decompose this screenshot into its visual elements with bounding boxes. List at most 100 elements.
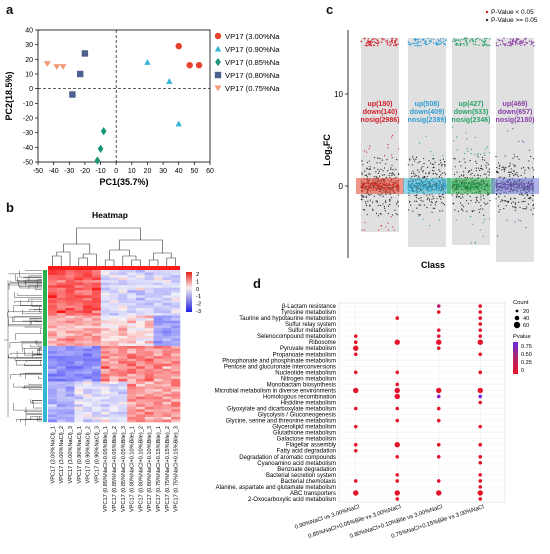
dendrogram-branch: [40, 360, 42, 366]
heatmap-cell: [92, 305, 102, 309]
heatmap-cell: [92, 277, 102, 281]
heatmap-cell: [100, 419, 110, 423]
heatmap-cell: [171, 320, 181, 324]
legend-dot: [485, 10, 489, 14]
sig-point: [499, 39, 501, 42]
heatmap-cell: [136, 272, 146, 276]
heatmap-cell: [56, 384, 66, 387]
data-point: [378, 193, 380, 196]
heatmap-cell: [92, 333, 102, 337]
heatmap-cell: [127, 366, 137, 370]
data-point: [495, 198, 497, 200]
heatmap-cell: [83, 287, 93, 291]
data-point: [527, 166, 529, 169]
data-point: [487, 202, 489, 204]
sig-point: [466, 37, 468, 39]
heatmap-cell: [100, 399, 110, 403]
data-point: [513, 197, 515, 199]
sig-point: [438, 43, 441, 45]
heatmap-cell: [109, 318, 119, 321]
heatmap-cell: [153, 295, 163, 299]
heatmap-cell: [74, 394, 84, 397]
data-point: [478, 208, 480, 211]
heatmap-cell: [153, 366, 163, 370]
data-point: [361, 173, 363, 176]
heatmap-cell: [48, 368, 58, 372]
nosig-count: nosig(2346): [452, 117, 491, 124]
heatmap-cell: [83, 381, 93, 385]
heatmap-cell: [144, 290, 154, 294]
heatmap-cell: [136, 300, 146, 304]
heatmap-cell: [144, 335, 154, 339]
data-point: [418, 142, 421, 144]
bubble-point: [353, 479, 358, 483]
heatmap-cell: [144, 318, 154, 321]
sig-point: [481, 39, 483, 42]
bubble-point: [436, 387, 442, 394]
dendrogram-branch: [37, 348, 42, 351]
data-point: [420, 169, 422, 171]
sig-point: [466, 44, 468, 47]
heatmap-cell: [153, 338, 163, 342]
data-point: [369, 166, 371, 168]
bubble-point: [353, 424, 358, 429]
heatmap-cell: [65, 399, 75, 403]
heatmap-cell: [100, 323, 110, 327]
sig-point: [512, 40, 515, 42]
heatmap-cell: [48, 285, 58, 289]
data-point: [426, 175, 428, 178]
data-point: [385, 163, 387, 165]
data-point: [377, 172, 380, 174]
data-point: [365, 196, 367, 199]
data-point: [466, 210, 468, 212]
heatmap-cell: [109, 323, 119, 327]
heatmap-cell: [153, 277, 163, 281]
data-point: [423, 157, 425, 160]
heatmap-cell: [109, 346, 119, 349]
data-point: [389, 198, 391, 200]
data-point: [443, 204, 446, 206]
data-point: [510, 168, 512, 170]
dendrogram-branch: [15, 333, 42, 341]
data-point: [514, 197, 516, 200]
heatmap-cell: [83, 292, 93, 296]
data-point: [166, 78, 173, 84]
data-point: [512, 201, 514, 203]
heatmap-cell: [65, 401, 75, 405]
heatmap-cell: [171, 282, 181, 286]
size-legend-label: 40: [523, 316, 529, 322]
data-point: [514, 206, 516, 208]
heatmap-cell: [92, 295, 102, 299]
data-point: [387, 144, 389, 146]
heatmap-cell: [136, 358, 146, 362]
heatmap-cell: [171, 343, 181, 347]
heatmap-cell: [162, 295, 172, 299]
data-point: [363, 170, 366, 172]
data-point: [509, 164, 511, 166]
dendrogram-branch: [31, 400, 42, 404]
heatmap-cell: [48, 401, 58, 405]
heatmap-cell: [118, 368, 128, 372]
data-point: [455, 219, 457, 221]
data-point: [175, 42, 182, 50]
x-tick-label: 10: [128, 168, 136, 175]
heatmap-cell: [83, 282, 93, 286]
heatmap-cell: [74, 378, 84, 382]
column-label: VPC17 (0.75%NaCl+0.15%Bile)_1: [156, 426, 162, 512]
dendrogram-branch: [32, 354, 42, 358]
color-scale-tick: 1: [196, 279, 199, 285]
heatmap-cell: [153, 353, 163, 357]
heatmap-cell: [136, 414, 146, 418]
heatmap-cell: [162, 333, 172, 337]
heatmap-cell: [48, 404, 58, 408]
data-point: [470, 153, 472, 155]
heatmap-cell: [74, 363, 84, 367]
heatmap-cell: [136, 384, 146, 387]
data-point: [489, 218, 491, 220]
heatmap-cell: [83, 270, 93, 273]
heatmap-cell: [92, 396, 102, 400]
data-point: [388, 174, 390, 176]
heatmap-cell: [171, 338, 181, 342]
heatmap-cell: [118, 399, 128, 403]
dendrogram-branch: [19, 284, 42, 289]
